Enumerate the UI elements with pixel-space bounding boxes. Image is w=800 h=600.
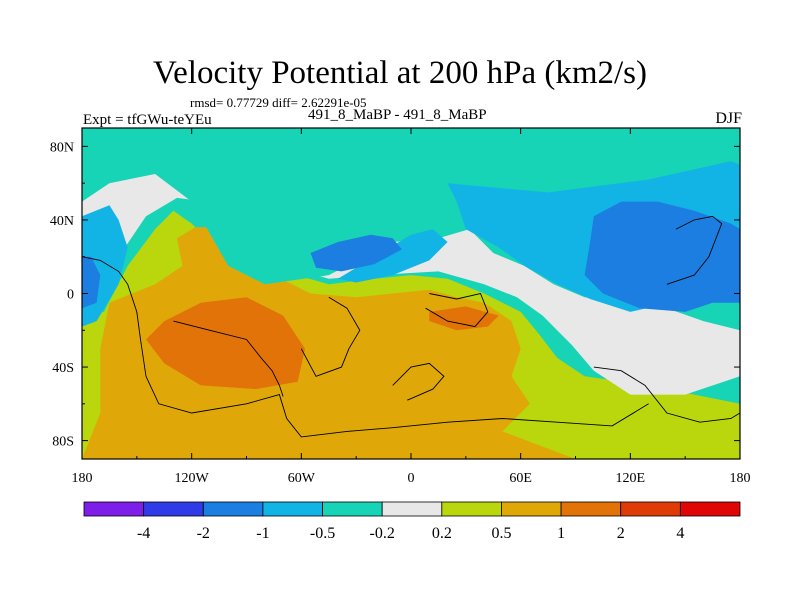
colorbar-box <box>143 501 204 517</box>
coastline-5 <box>593 366 740 423</box>
colorbar-label: 2 <box>617 525 625 542</box>
coastline-4 <box>425 292 489 328</box>
plot-area <box>81 127 741 460</box>
x-tick-label: 180 <box>730 471 751 486</box>
colorbar-label: 0.5 <box>491 525 511 542</box>
colorbar-box <box>262 501 323 517</box>
page-title: Velocity Potential at 200 hPa (km2/s) <box>152 55 648 91</box>
y-tick-label: 40S <box>52 361 74 376</box>
colorbar-label: -2 <box>197 525 210 542</box>
contour-region-3 <box>429 306 499 331</box>
colorbar-label: 0.2 <box>432 525 452 542</box>
colorbar-label: -0.5 <box>310 525 335 542</box>
colorbar-box <box>381 501 443 517</box>
contour-region-1 <box>82 227 576 459</box>
case-label: 491_8_MaBP - 491_8_MaBP <box>308 107 487 123</box>
colorbar-label: 1 <box>557 525 565 542</box>
colorbar-box <box>83 501 145 517</box>
colorbar-box <box>322 501 383 517</box>
colorbar-box <box>679 501 741 517</box>
season-label: DJF <box>715 110 742 127</box>
coastline-0 <box>82 256 649 438</box>
colorbar-box <box>441 501 502 517</box>
x-tick-label: 0 <box>408 471 415 486</box>
x-tick-label: 60E <box>509 471 532 486</box>
x-tick-label: 120W <box>175 471 210 486</box>
stats-label: rmsd= 0.77729 diff= 2.62291e-05 <box>190 95 367 110</box>
colorbar-box <box>501 501 562 517</box>
contour-region-8 <box>337 229 448 283</box>
y-tick-label: 80N <box>50 140 74 155</box>
contour-region-2 <box>146 297 305 390</box>
contour-region-10 <box>82 256 101 309</box>
colorbar-box <box>620 501 681 517</box>
x-tick-label: 120E <box>616 471 646 486</box>
y-tick-label: 0 <box>67 288 74 303</box>
colorbar-box <box>560 501 622 517</box>
x-tick-label: 180 <box>72 471 93 486</box>
contour-region-9 <box>584 201 740 312</box>
contour-region-11 <box>310 234 402 272</box>
colorbar-label: -4 <box>137 525 150 542</box>
coastline-3 <box>392 362 445 401</box>
coastline-1 <box>173 320 284 397</box>
colorbar-box <box>202 501 264 517</box>
y-tick-label: 80S <box>52 435 74 450</box>
colorbar-label: -1 <box>256 525 269 542</box>
colorbar-label: 4 <box>676 525 684 542</box>
y-tick-label: 40N <box>50 214 74 229</box>
experiment-label: Expt = tfGWu-teYEu <box>83 112 212 128</box>
colorbar-label: -0.2 <box>370 525 395 542</box>
coastline-2 <box>300 296 361 377</box>
axes: 180 120W 60W 0 60E 120E 180 80N 40N 0 40S 80S <box>50 128 751 486</box>
x-tick-label: 60W <box>288 471 316 486</box>
coastline-6 <box>666 215 723 285</box>
colorbar: -4 -2 -1 -0.5 -0.2 0.2 0.5 1 2 4 <box>83 501 741 542</box>
